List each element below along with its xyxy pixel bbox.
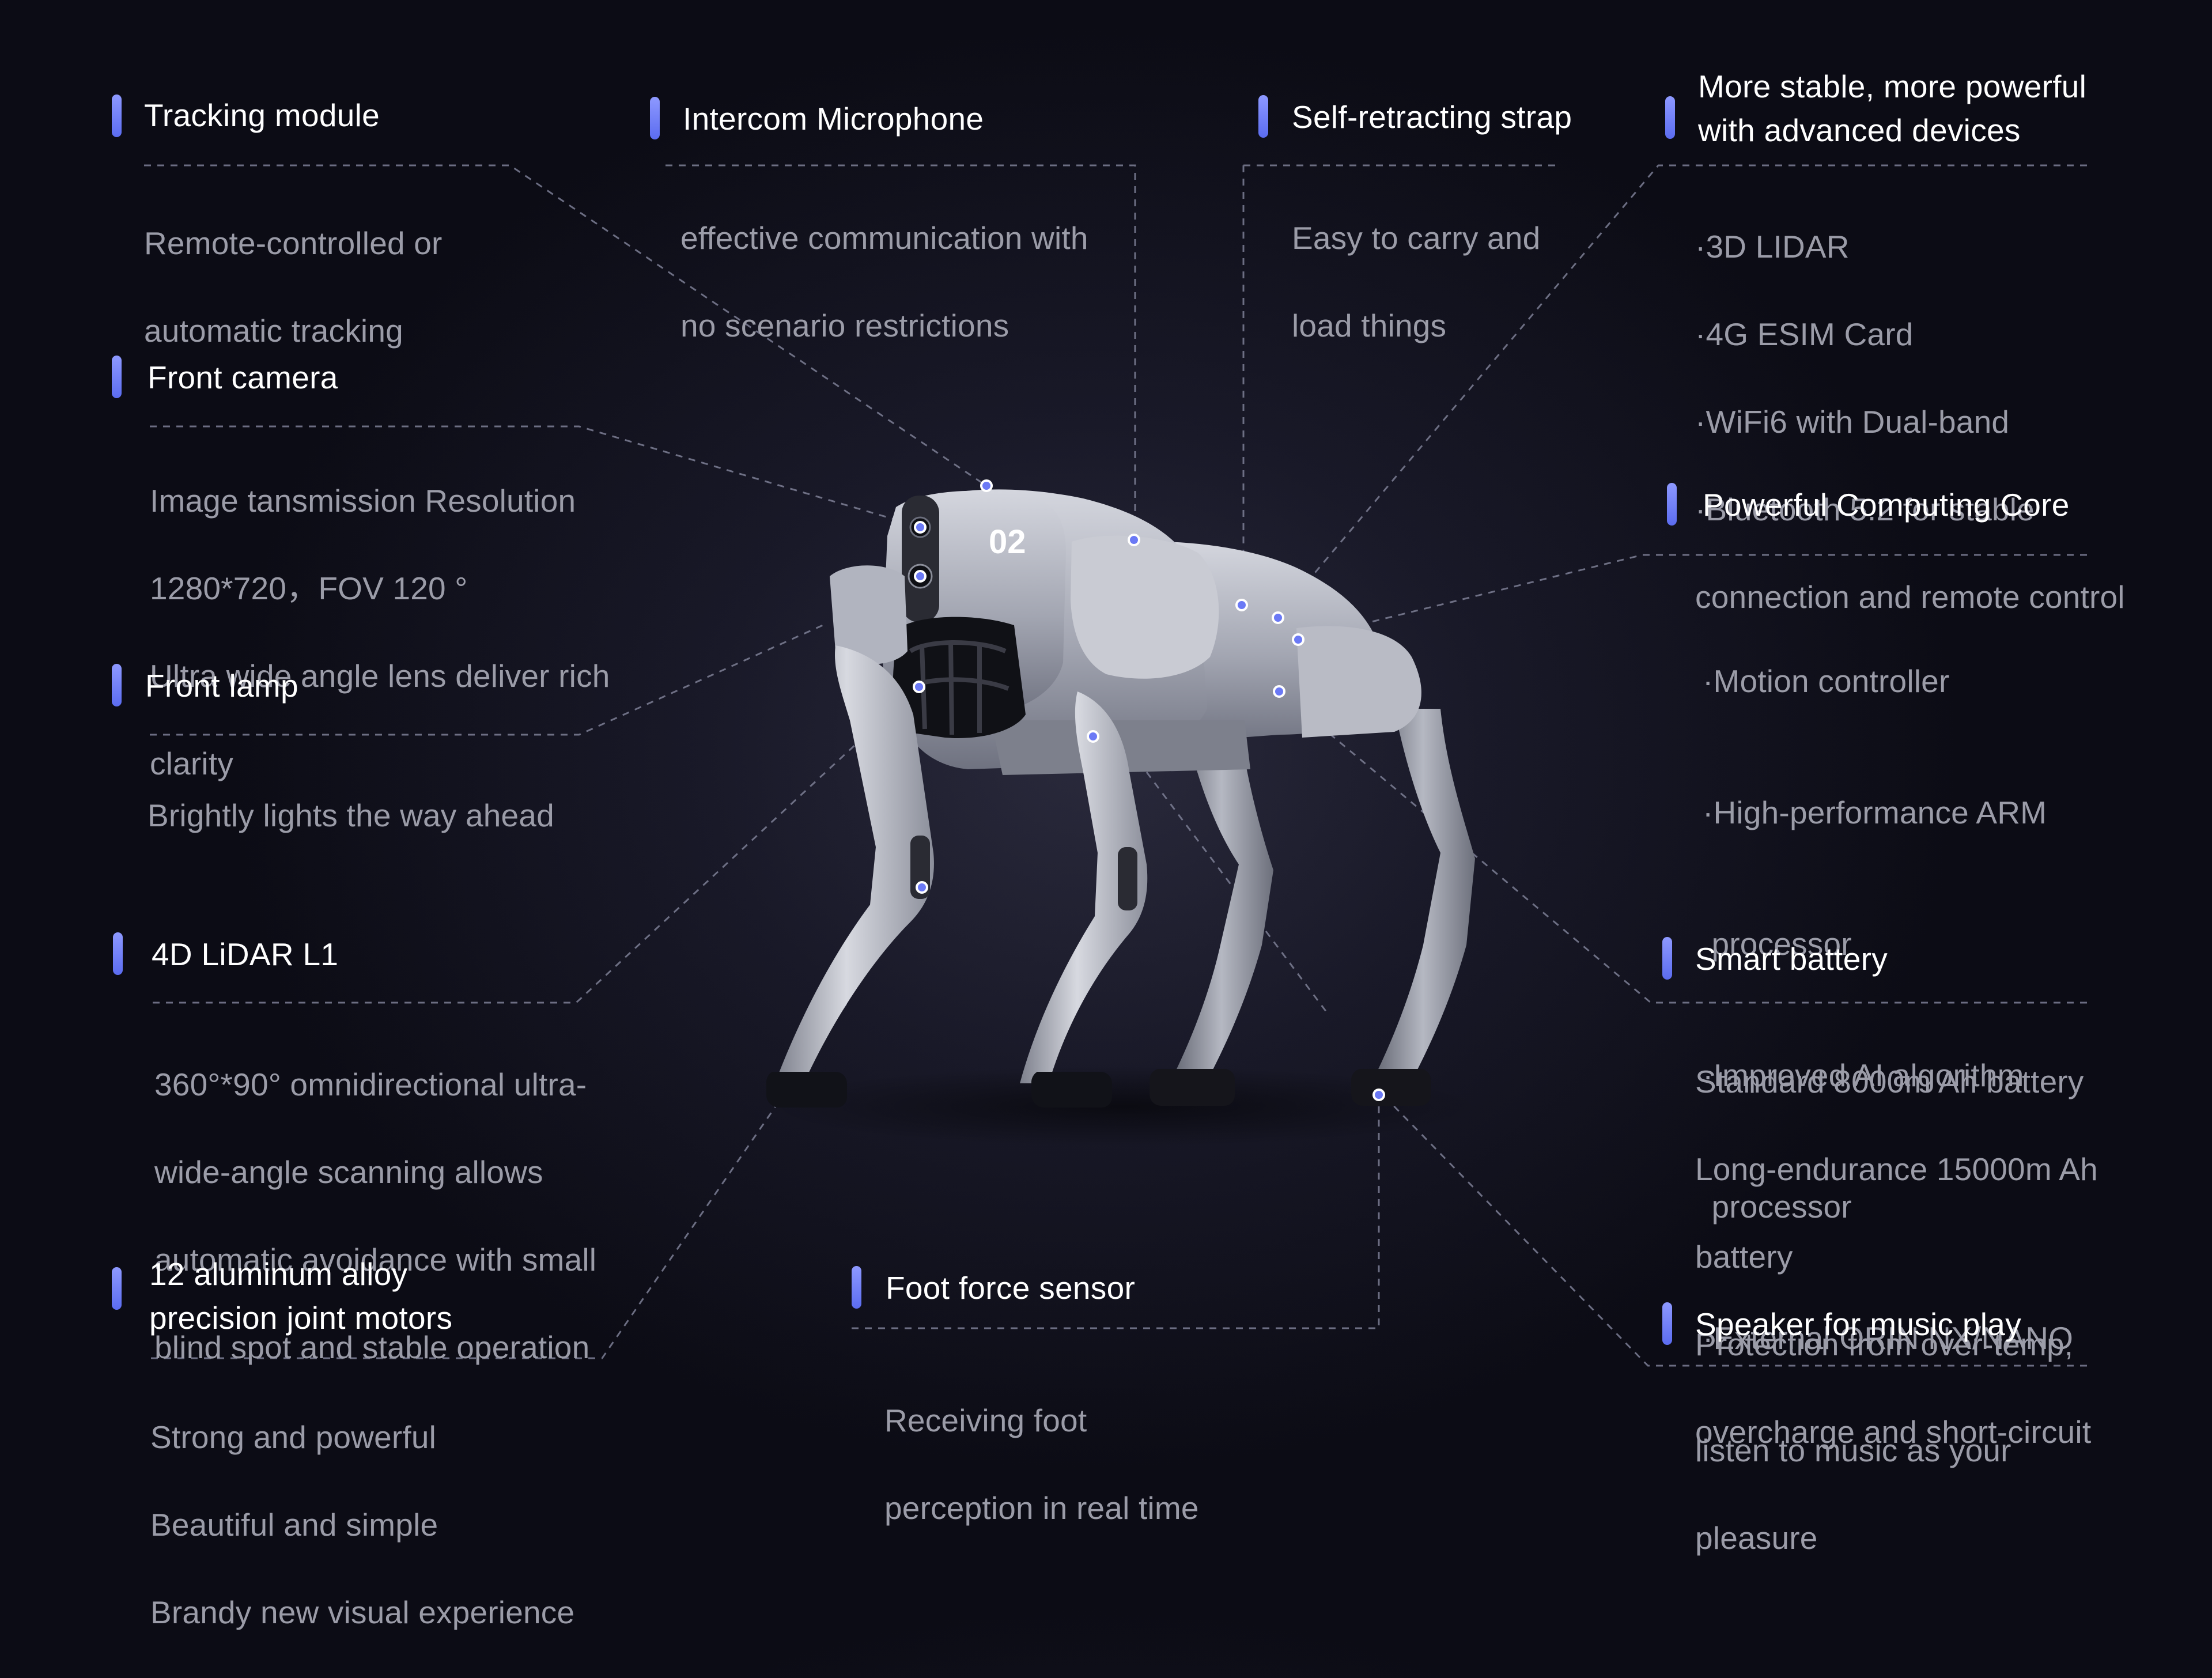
desc-line: wide-angle scanning allows [154,1154,543,1190]
desc-line: connection and remote control [1695,579,2125,615]
accent-bar [1662,937,1672,980]
desc-line: Brandy new visual experience [150,1594,575,1630]
desc-line: Easy to carry and [1292,220,1541,256]
desc-line: Long-endurance 15000m Ah [1695,1151,2098,1187]
desc-line: clarity [150,746,234,781]
feature-strap: Self-retracting strap Easy to carry and … [1258,95,1662,391]
desc-line: Ultra wide angle lens deliver rich [150,658,610,694]
feature-title: Tracking module [144,97,380,133]
feature-title: Powerful Computing Core [1703,487,2070,523]
feature-desc: ·3D LIDAR ·4G ESIM Card ·WiFi6 with Dual… [1665,181,2184,663]
feature-camera: Front camera Image tansmission Resolutio… [112,356,630,829]
desc-line: automatic tracking [144,313,403,349]
desc-line: pleasure [1695,1520,1818,1556]
feature-title: Foot force sensor [886,1270,1136,1306]
desc-line: Brightly lights the way ahead [148,798,554,833]
feature-desc: Image tansmission Resolution 1280*720，FO… [112,435,630,829]
desc-line: Strong and powerful [150,1419,437,1455]
feature-desc: Strong and powerful Beautiful and simple… [112,1371,630,1678]
desc-line: ·External ORIN NX/NANO [1703,1320,2074,1356]
feature-tracking: Tracking module Remote-controlled or aut… [112,93,584,396]
feature-title: Intercom Microphone [683,101,984,137]
desc-line: blind spot and stable operation [154,1329,590,1365]
feature-desc: listen to music as your pleasure [1662,1385,2181,1604]
desc-line: Standard 8000m Ah battery [1695,1064,2084,1099]
desc-line: perception in real time [884,1490,1199,1526]
feature-desc: Receiving foot perception in real time [852,1355,1370,1574]
feature-title: Self-retracting strap [1292,99,1572,135]
desc-line: ·WiFi6 with Dual-band [1695,404,2010,440]
feature-desc: Brightly lights the way ahead [112,750,630,881]
feature-devices: More stable, more powerful with advanced… [1665,65,2184,663]
feature-desc: effective communication with no scenario… [650,172,1145,391]
accent-bar [650,97,660,139]
desc-line: Receiving foot [884,1403,1087,1438]
feature-desc: 360°*90° omnidirectional ultra- wide-ang… [113,1019,632,1413]
desc-line: ·3D LIDAR [1695,229,1850,264]
robot-illustration: 02 [144,164,2087,1367]
desc-line: load things [1292,308,1447,343]
desc-line: ·Bluetooth 5.2 for stable [1695,492,2035,527]
desc-line: 360°*90° omnidirectional ultra- [154,1067,587,1102]
accent-bar [112,356,122,398]
accent-bar [112,664,122,706]
desc-line: Protection from over-temp, [1695,1326,2074,1362]
desc-line: effective communication with [680,220,1088,256]
desc-line: listen to music as your [1695,1433,2011,1468]
callout-dots [913,479,1385,1101]
desc-line: ·4G ESIM Card [1695,316,1914,352]
far-legs [1149,709,1475,1106]
desc-line: ·Improved AI algorithm [1703,1057,2024,1093]
feature-desc: Remote-controlled or automatic tracking [112,177,584,396]
desc-line: processor [1703,926,1852,962]
feature-foot: Foot force sensor Receiving foot percept… [852,1266,1370,1574]
accent-bar [112,1267,122,1310]
accent-bar [1662,1302,1672,1345]
feature-title: More stable, more powerful with advanced… [1698,69,2087,148]
feature-computing: Powerful Computing Core ·Motion controll… [1667,483,2185,1448]
desc-line: Remote-controlled or [144,225,443,261]
desc-line: Beautiful and simple [150,1507,438,1543]
desc-line: Image tansmission Resolution [150,483,576,519]
feature-title: Speaker for music play [1695,1306,2021,1342]
accent-bar [112,95,122,137]
feature-desc: Standard 8000m Ah battery Long-endurance… [1662,1016,2181,1498]
feature-motors: 12 aluminum alloy precision joint motors… [112,1252,630,1678]
feature-title: Smart battery [1695,941,1888,977]
infographic: 02 [112,65,2185,1630]
ground-shadow [766,1066,1481,1147]
accent-bar [1258,95,1268,138]
desc-line: ·High-performance ARM [1703,795,2047,830]
desc-line: overcharge and short-circuit [1695,1414,2092,1450]
accent-bar [852,1266,861,1309]
accent-bar [1667,483,1677,526]
feature-battery: Smart battery Standard 8000m Ah battery … [1662,937,2181,1498]
desc-line: automatic avoidance with small [154,1242,597,1278]
desc-line: 1280*720，FOV 120 ° [150,570,468,606]
robot-body: 02 [830,489,1421,775]
feature-intercom: Intercom Microphone effective communicat… [650,97,1145,391]
feature-desc: Easy to carry and load things [1258,172,1662,391]
desc-line: no scenario restrictions [680,308,1009,343]
feature-lidar: 4D LiDAR L1 360°*90° omnidirectional ult… [113,932,632,1413]
feature-speaker: Speaker for music play listen to music a… [1662,1302,2181,1604]
callout-lines [144,164,2087,1367]
feature-title: 12 aluminum alloy precision joint motors [149,1256,453,1336]
accent-bar [113,932,123,975]
feature-title: Front lamp [145,668,298,704]
near-legs [766,645,1148,1108]
accent-bar [1665,96,1675,139]
feature-title: 4D LiDAR L1 [152,936,339,972]
desc-line: ·Motion controller [1703,663,1950,699]
feature-lamp: Front lamp Brightly lights the way ahead [112,664,630,881]
desc-line: processor [1703,1189,1852,1225]
robot-number: 02 [989,523,1026,561]
feature-desc: ·Motion controller ·High-performance ARM… [1667,572,2185,1448]
feature-title: Front camera [148,360,338,395]
desc-line: battery [1695,1239,1793,1275]
